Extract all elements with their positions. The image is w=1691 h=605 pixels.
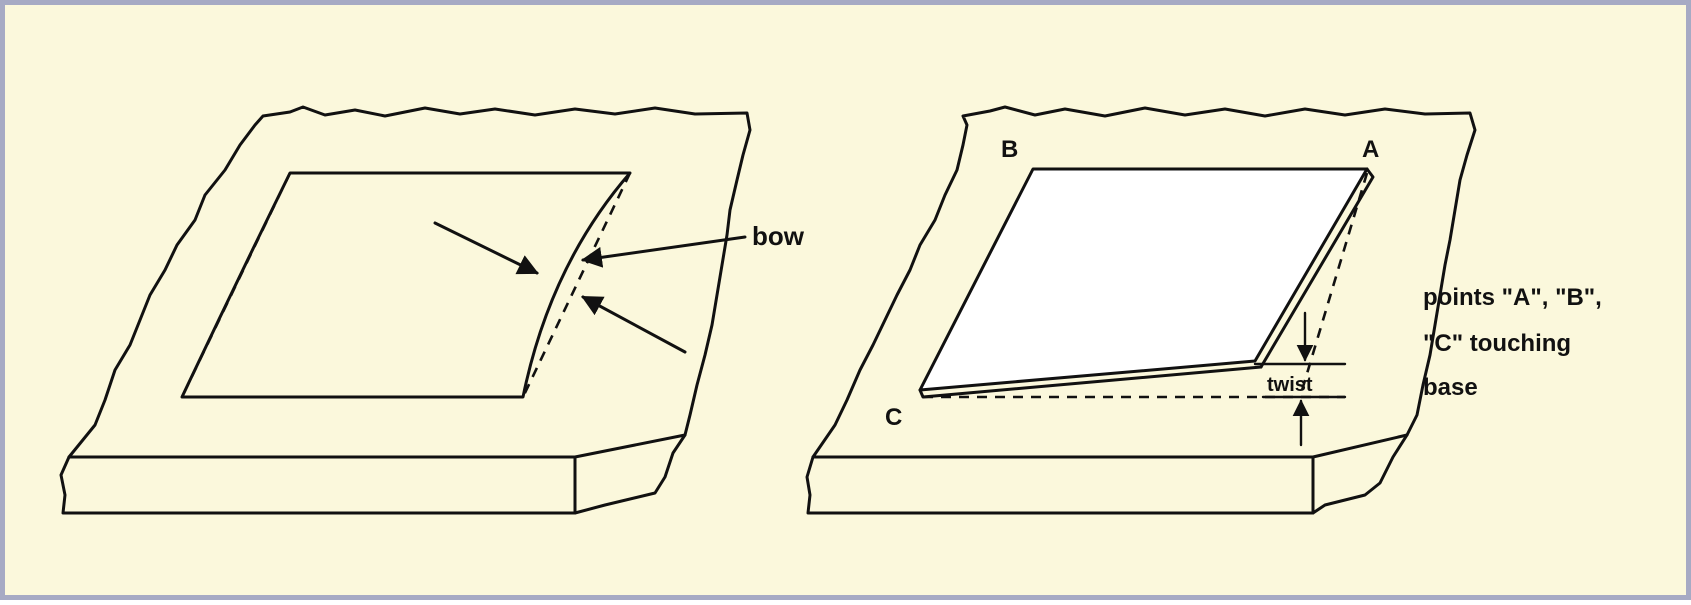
touching-note-line2: "C" touching <box>1423 330 1571 357</box>
twist-reference-line-vertical <box>1298 172 1369 398</box>
bowed-sheet-outline <box>180 171 632 399</box>
diagram-canvas: bow B A C twist points "A", "B", "C" tou… <box>59 105 1602 515</box>
point-a-label: A <box>1362 136 1379 163</box>
point-c-label: C <box>885 404 902 431</box>
bow-arrow-lower <box>581 295 687 354</box>
bow-arrow-label <box>580 235 747 268</box>
point-b-label: B <box>1001 136 1018 163</box>
bow-diagram: bow <box>59 105 805 515</box>
twist-diagram: B A C twist points "A", "B", "C" touchin… <box>805 105 1602 515</box>
touching-note-line1: points "A", "B", <box>1423 284 1602 311</box>
twisted-sheet <box>918 167 1369 392</box>
left-sheet-flat-edge <box>180 172 292 398</box>
right-sheet-flat-edge <box>521 172 632 398</box>
touching-note-line3: base <box>1423 374 1478 401</box>
bow-arrow-inner <box>433 221 539 275</box>
sheet-thickness-right <box>1259 167 1375 369</box>
left-base-plate <box>59 105 752 515</box>
twist-label: twist <box>1267 374 1313 396</box>
bow-label: bow <box>752 221 805 251</box>
